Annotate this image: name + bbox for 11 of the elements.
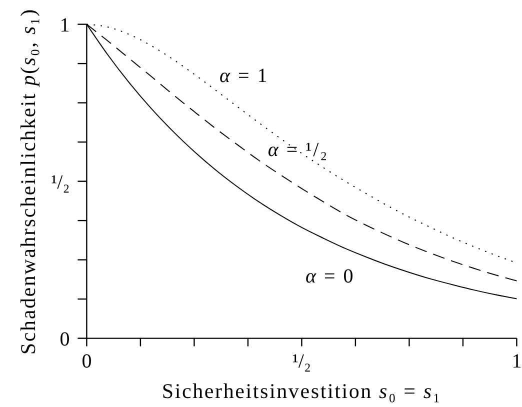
x-axis-title: Sicherheitsinvestition s₀ = s₁ (162, 379, 442, 403)
series-label: α = 1 (219, 64, 269, 87)
y-tick-label: 1 (60, 14, 70, 36)
series-label: α = 0 (305, 265, 355, 288)
y-tick-label: ¹/₂ (51, 171, 70, 194)
series-label: α = ¹/₂ (268, 139, 329, 162)
x-tick-label: 1 (512, 350, 522, 372)
y-axis-title: Schadenwahrscheinlichkeit p(s₀, s₁) (16, 8, 40, 355)
x-tick-label: 0 (82, 350, 92, 372)
x-tick-label: ¹/₂ (292, 350, 311, 372)
y-tick-label: 0 (60, 328, 70, 350)
